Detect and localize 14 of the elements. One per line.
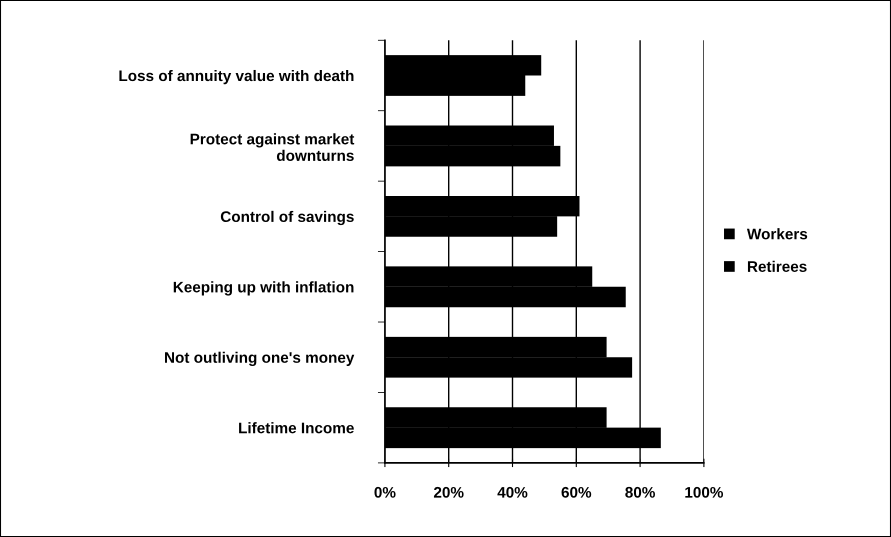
x-tick-label: 80% [625, 486, 655, 498]
y-tick-label: Not outliving one's money [165, 352, 354, 366]
y-tick-label: Keeping up with inflation [174, 281, 354, 296]
y-tick-label: Lifetime Income [239, 422, 354, 434]
legend-label: Workers [746, 228, 808, 240]
x-tick-label: 40% [497, 486, 528, 498]
x-tick-label: 100% [685, 486, 724, 498]
x-tick-label: 0% [374, 486, 396, 498]
x-tick-label: 60% [562, 486, 592, 498]
legend-label: Retirees [748, 260, 807, 272]
y-tick-label: Control of savings [220, 210, 354, 226]
x-tick-label: 20% [434, 486, 464, 498]
y-tick-label: Loss of annuity value with death [119, 70, 354, 84]
y-tick-label: Protect against market downturns [190, 133, 354, 161]
